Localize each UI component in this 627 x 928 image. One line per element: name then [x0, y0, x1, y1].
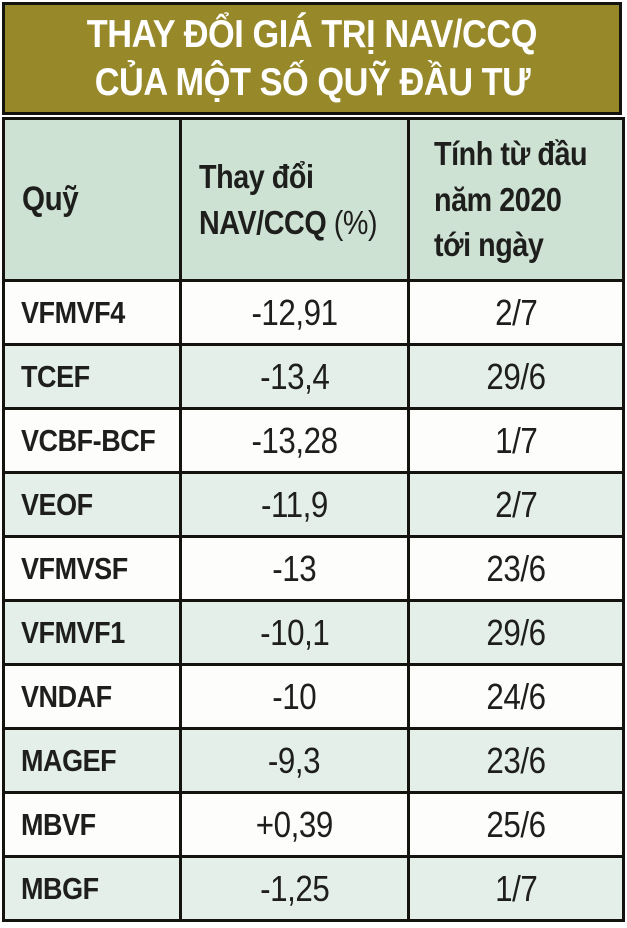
header-cell-change: Thay đổi NAV/CCQ (%) [179, 117, 410, 282]
change-cell: -10 [179, 663, 410, 730]
fund-cell: VFMVSF [2, 535, 182, 602]
fund-cell: TCEF [2, 343, 182, 410]
fund-cell: VFMVF4 [2, 279, 182, 346]
table-row: VFMVSF -13 23/6 [2, 535, 625, 602]
fund-cell: VCBF-BCF [2, 407, 182, 474]
change-cell: -13,4 [179, 343, 410, 410]
change-cell: -11,9 [179, 471, 410, 538]
table-row: MBGF -1,25 1/7 [2, 855, 625, 922]
date-cell: 1/7 [407, 855, 625, 922]
fund-cell: MBGF [2, 855, 182, 922]
date-cell: 24/6 [407, 663, 625, 730]
header-date-line3: tới ngày [434, 226, 544, 264]
fund-cell: VFMVF1 [2, 599, 182, 666]
table-row: VFMVF4 -12,91 2/7 [2, 279, 625, 346]
table-row: MBVF +0,39 25/6 [2, 791, 625, 858]
table-row: VEOF -11,9 2/7 [2, 471, 625, 538]
title-banner: THAY ĐỔI GIÁ TRỊ NAV/CCQ CỦA MỘT SỐ QUỸ … [2, 2, 622, 115]
change-cell: +0,39 [179, 791, 410, 858]
header-change-line2: NAV/CCQ (%) [199, 203, 378, 241]
table-header: Quỹ Thay đổi NAV/CCQ (%) Tính từ đầu năm… [2, 117, 625, 282]
date-cell: 23/6 [407, 535, 625, 602]
change-cell: -9,3 [179, 727, 410, 794]
header-change-line1: Thay đổi [199, 157, 314, 195]
fund-table: Quỹ Thay đổi NAV/CCQ (%) Tính từ đầu năm… [2, 117, 625, 922]
header-date-line2: năm 2020 [434, 180, 562, 218]
header-fund-label: Quỹ [22, 180, 79, 218]
title-line-1: THAY ĐỔI GIÁ TRỊ NAV/CCQ [86, 12, 538, 56]
table-row: VFMVF1 -10,1 29/6 [2, 599, 625, 666]
title-line-2: CỦA MỘT SỐ QUỸ ĐẦU TƯ [94, 60, 530, 104]
table-row: MAGEF -9,3 23/6 [2, 727, 625, 794]
change-cell: -13,28 [179, 407, 410, 474]
header-date-line1: Tính từ đầu [434, 134, 588, 172]
change-cell: -13 [179, 535, 410, 602]
date-cell: 2/7 [407, 471, 625, 538]
change-cell: -10,1 [179, 599, 410, 666]
header-cell-fund: Quỹ [2, 117, 182, 282]
fund-cell: MBVF [2, 791, 182, 858]
fund-cell: VEOF [2, 471, 182, 538]
header-cell-date: Tính từ đầu năm 2020 tới ngày [407, 117, 625, 282]
header-row: Quỹ Thay đổi NAV/CCQ (%) Tính từ đầu năm… [2, 117, 625, 282]
date-cell: 2/7 [407, 279, 625, 346]
date-cell: 25/6 [407, 791, 625, 858]
date-cell: 29/6 [407, 343, 625, 410]
date-cell: 1/7 [407, 407, 625, 474]
fund-cell: MAGEF [2, 727, 182, 794]
change-cell: -1,25 [179, 855, 410, 922]
change-cell: -12,91 [179, 279, 410, 346]
table-row: VNDAF -10 24/6 [2, 663, 625, 730]
date-cell: 23/6 [407, 727, 625, 794]
table-body: VFMVF4 -12,91 2/7 TCEF -13,4 29/6 VCBF-B… [2, 279, 625, 922]
fund-cell: VNDAF [2, 663, 182, 730]
date-cell: 29/6 [407, 599, 625, 666]
table-row: TCEF -13,4 29/6 [2, 343, 625, 410]
table-row: VCBF-BCF -13,28 1/7 [2, 407, 625, 474]
